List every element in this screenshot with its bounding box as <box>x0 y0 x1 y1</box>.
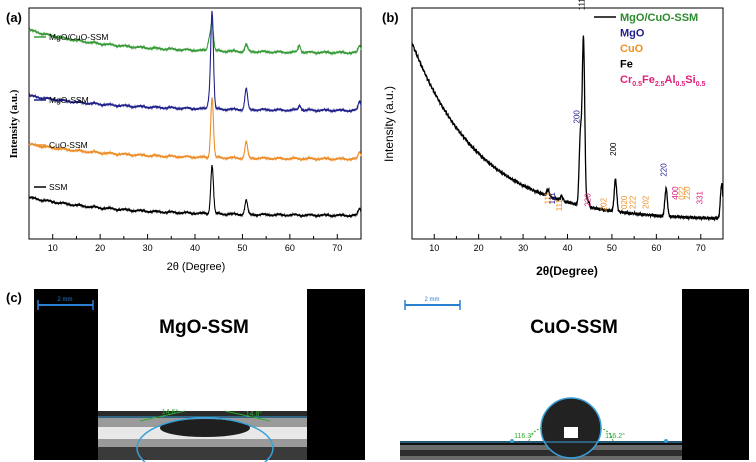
x-tick-label: 10 <box>429 243 439 253</box>
droplet-dark <box>160 419 250 437</box>
substrate-edge <box>400 441 682 445</box>
legend-label: MgO/CuO-SSM <box>620 12 698 24</box>
panel-a-series <box>28 10 362 219</box>
x-tick-label: 20 <box>474 243 484 253</box>
angle-arc-right <box>599 427 614 442</box>
x-tick-label: 30 <box>143 243 153 253</box>
fit-point <box>664 439 668 443</box>
peak-annotation: 111 <box>577 0 586 10</box>
contact-angle-right: 116.2° <box>605 432 625 440</box>
peak-annotation: 111 <box>544 192 553 205</box>
panel-b-ylabel: Intensity (a.u.) <box>382 86 396 162</box>
series-line <box>411 35 724 222</box>
x-tick-label: 20 <box>95 243 105 253</box>
peak-annotation: 222 <box>628 195 637 209</box>
contact-image-cuo: 2 mm CuO-SSM 116.3° 116.2° <box>400 289 749 460</box>
contact-angle-right: 14.8° <box>246 410 263 418</box>
x-tick-label: 60 <box>285 243 295 253</box>
series-line <box>28 97 362 163</box>
contact-image-mgo: 2 mm MgO-SSM 14.6° 14.8° <box>34 289 365 462</box>
needle-right <box>307 289 365 460</box>
x-tick-label: 40 <box>190 243 200 253</box>
panel-b-label: (b) <box>382 10 399 25</box>
panel-b-ticks: 10 20 30 40 50 60 70 <box>411 234 724 253</box>
peak-annotation: 111 <box>548 192 557 205</box>
panel-a-label: (a) <box>6 10 22 25</box>
scale-bar-label: 2 mm <box>425 297 440 303</box>
x-tick-label: 40 <box>562 243 572 253</box>
x-tick-label: 70 <box>696 243 706 253</box>
peak-annotation: 220 <box>683 186 692 200</box>
substrate-edge <box>98 411 307 418</box>
droplet-fit-ellipse <box>136 417 274 462</box>
fit-point <box>510 439 514 443</box>
legend-label: MgO-SSM <box>49 95 89 105</box>
series-line <box>28 10 362 114</box>
legend-label: MgO/CuO-SSM <box>49 32 109 42</box>
peak-annotation: 022 <box>677 186 686 200</box>
droplet-highlight <box>564 427 578 438</box>
peak-annotation: 200 <box>572 110 581 124</box>
legend-label: Cr0.5Fe2.5Al0.5Si0.5 <box>620 74 706 88</box>
peak-annotation: 020 <box>620 195 629 209</box>
tangent-right <box>224 410 271 422</box>
panel-c: (c) 2 mm MgO-SSM 14.6° 14.8° <box>6 289 749 462</box>
peak-annotation: 202 <box>600 197 609 211</box>
panel-a-legend: MgO/CuO-SSM MgO-SSM CuO-SSM SSM <box>34 32 109 192</box>
peak-annotation: 200 <box>609 142 618 156</box>
panel-a-ylabel: Intensity (a.u.) <box>8 89 20 158</box>
series-line <box>28 21 362 56</box>
sample-title: MgO-SSM <box>159 317 249 338</box>
angle-arc-left <box>528 427 543 442</box>
panel-b-frame <box>411 7 724 240</box>
legend-label: CuO <box>620 43 644 55</box>
panel-b-series <box>411 35 724 222</box>
peak-annotation: 202 <box>641 195 650 209</box>
legend-label: MgO <box>620 28 645 40</box>
sample-title: CuO-SSM <box>530 317 618 338</box>
x-tick-label: 30 <box>518 243 528 253</box>
x-tick-label: 10 <box>48 243 58 253</box>
tangent-left <box>139 410 186 422</box>
panel-a-ticks: 10 20 30 40 50 60 70 <box>28 234 362 253</box>
panel-b-legend: MgO/CuO-SSM MgO CuO Fe Cr0.5Fe2.5Al0.5Si0.5 <box>594 12 706 88</box>
legend-label: Fe <box>620 59 633 71</box>
panel-c-label: (c) <box>6 290 22 305</box>
series-line <box>28 164 362 219</box>
x-tick-label: 50 <box>237 243 247 253</box>
panel-a: (a) 10 20 30 40 50 60 70 MgO/CuO-SSM MgO-SSM CuO… <box>6 7 362 273</box>
contact-angle-left: 116.3° <box>514 432 534 440</box>
scale-bar-label: 2 mm <box>58 297 73 303</box>
needle-left <box>34 289 98 460</box>
peak-annotation: 111 <box>555 199 564 212</box>
x-tick-label: 50 <box>607 243 617 253</box>
substrate-shadow <box>400 450 682 456</box>
contact-angle-left: 14.6° <box>162 408 179 416</box>
peak-annotation: 331 <box>696 190 705 204</box>
x-tick-label: 60 <box>651 243 661 253</box>
panel-a-xlabel: 2θ (Degree) <box>167 261 226 273</box>
peak-annotation: 220 <box>660 163 669 177</box>
peak-annotation: 220 <box>584 193 593 207</box>
x-tick-label: 70 <box>332 243 342 253</box>
legend-label: SSM <box>49 182 67 192</box>
panel-b-xlabel: 2θ(Degree) <box>536 264 598 278</box>
needle-right <box>682 289 749 460</box>
substrate-shadow <box>98 447 307 460</box>
legend-label: CuO-SSM <box>49 140 88 150</box>
peak-annotation: 400 <box>671 186 680 200</box>
